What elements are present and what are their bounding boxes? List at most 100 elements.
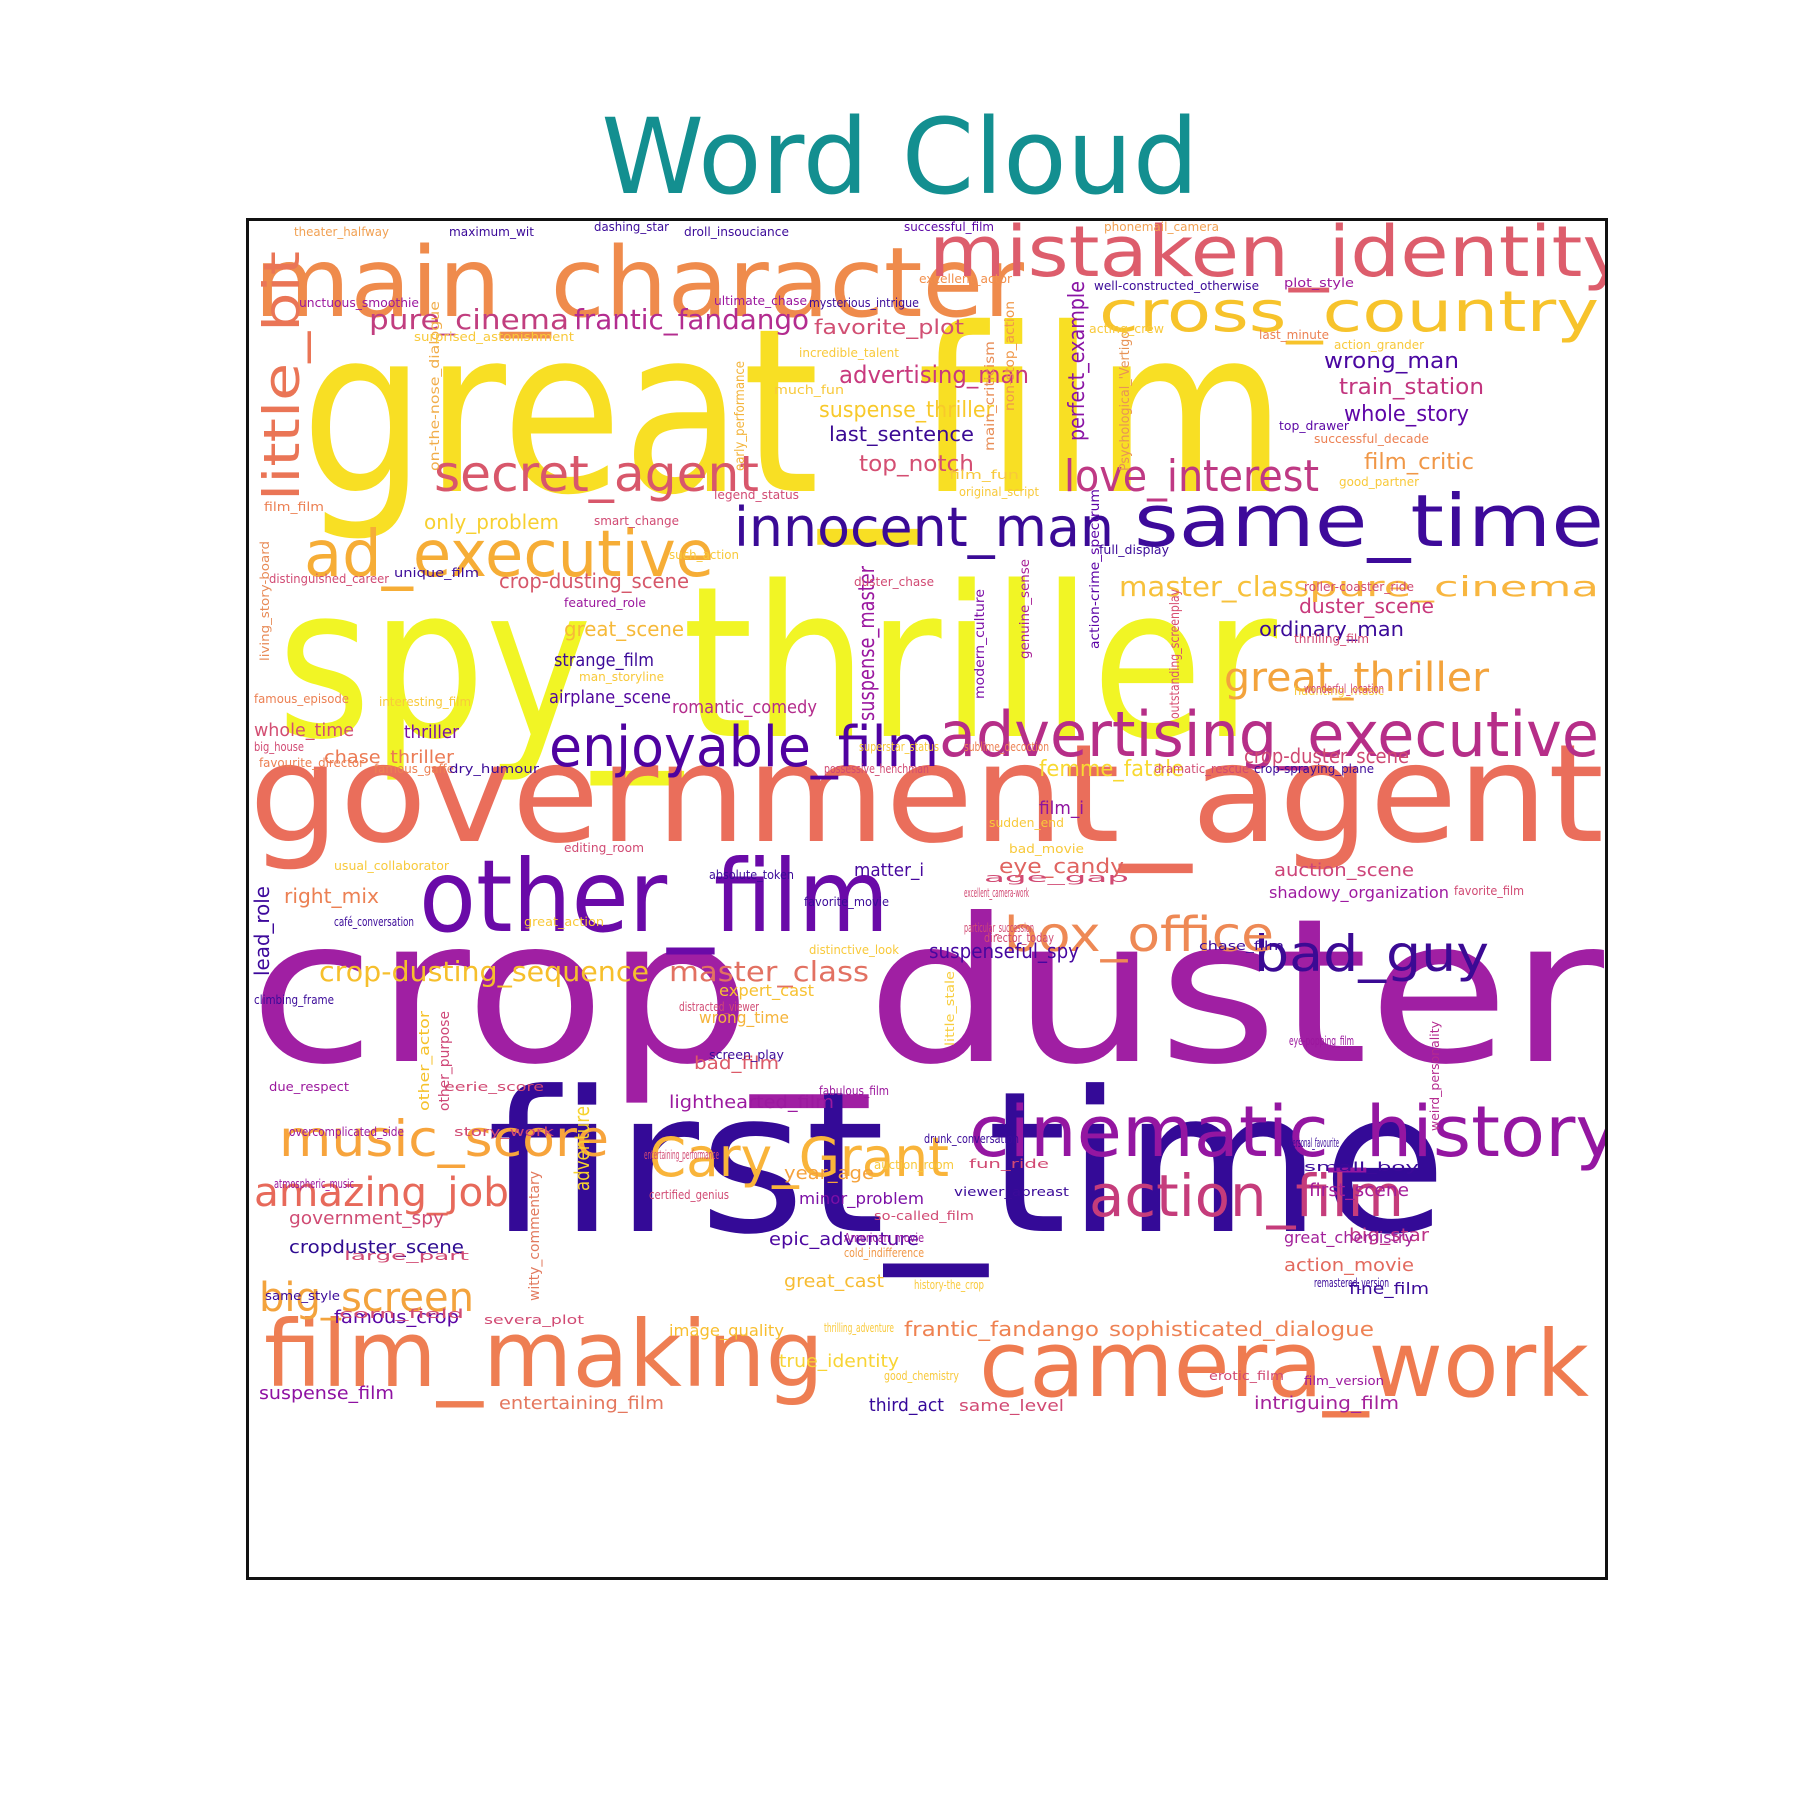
word-famous-gaffe: famous_gaffe <box>374 762 454 776</box>
word-femme-fatale: femme_fatale <box>1039 757 1184 782</box>
word-eerie-score: eerie_score <box>444 1080 544 1094</box>
word-great-thriller: great_thriller <box>1224 655 1490 701</box>
word-first-scene: first_scene <box>1309 1180 1409 1201</box>
word-sublime-decoction: sublime_decoction <box>964 740 1049 754</box>
word-haunting-music: haunting_music <box>1294 684 1384 698</box>
word-usual-collaborator: usual_collaborator <box>334 859 449 873</box>
word-sudden-end: sudden_end <box>989 816 1064 830</box>
word-favourite-director: favourite_director <box>259 756 364 770</box>
word-famous-crop: famous_crop <box>334 1307 459 1328</box>
word-suspense-thriller: suspense_thriller <box>819 398 995 423</box>
word-droll-insouciance: droll_insouciance <box>684 225 789 239</box>
word-unique-film: unique_film <box>394 566 479 580</box>
word-last-minute: last_minute <box>1259 328 1329 342</box>
word-other-film: other_film <box>419 838 889 955</box>
word-government-spy: government_spy <box>289 1208 444 1229</box>
word-fabulous-film: fabulous_film <box>819 1084 889 1098</box>
word-master-class: master_class <box>669 955 869 988</box>
word-crop-spraying-plane: crop-spraying_plane <box>1254 762 1374 776</box>
word-well-constructed-otherwise: well-constructed_otherwise <box>1094 279 1259 293</box>
word-personal-favourite: personal_favourite <box>1289 1136 1339 1150</box>
word-sophisticated-dialogue: sophisticated_dialogue <box>1109 1317 1374 1341</box>
word-fun-ride: fun_ride <box>969 1157 1049 1171</box>
word-distinctive-look: distinctive_look <box>809 943 899 957</box>
word-whole-time: whole_time <box>254 720 354 741</box>
word-famous-episode: famous_episode <box>254 692 349 706</box>
word-frantic-fandango: frantic_fandango <box>904 1317 1099 1341</box>
word-duster-chase: duster_chase <box>854 575 934 589</box>
word-government-agent: government_agent <box>249 716 1604 874</box>
word-man-storyline: man_storyline <box>579 670 664 684</box>
word-cary-grant: Cary_Grant <box>649 1126 949 1189</box>
word-wrong-time: wrong_time <box>699 1008 789 1028</box>
word-crop-dusting-scene: crop-dusting_scene <box>499 569 689 593</box>
word-romantic-comedy: romantic_comedy <box>672 697 817 718</box>
word-shadowy-organization: shadowy_organization <box>1269 883 1449 903</box>
word-crop-duster: crop_duster <box>249 876 1605 1109</box>
word-top-notch: top_notch <box>859 452 974 477</box>
word-surprised-astonishment: surprised_astonishment <box>414 330 574 344</box>
word-bad-film: bad_film <box>694 1053 779 1074</box>
word-ultimate-chase: ultimate_chase <box>714 294 807 308</box>
word-auction-room: auction_room <box>874 1158 954 1172</box>
word-crop-duster-scene: crop-duster_scene <box>1244 744 1409 768</box>
word-particular-succession: particular_succession <box>964 921 1034 935</box>
word-atmospheric-music: atmospheric_music <box>274 1177 354 1191</box>
word-certified-genius: certified_genius <box>649 1188 729 1202</box>
word-master-class: master_class <box>1119 570 1309 603</box>
word-phonemail-camera: phonemail_camera <box>1104 221 1219 234</box>
word-living-story-board: living_story-board <box>258 541 272 661</box>
word-excellent-camera-work: excellent_camera-work <box>964 886 1029 900</box>
word-auction-scene: auction_scene <box>1274 860 1414 881</box>
word-mistaken-identity: mistaken_identity <box>929 221 1605 293</box>
word-great-chemistry: great_chemistry <box>1284 1228 1414 1248</box>
word-action-grander: action_grander <box>1334 338 1424 352</box>
word-film-critic: film_critic <box>1364 450 1474 475</box>
word-cold-indifference: cold_indifference <box>844 1246 924 1260</box>
word-director-today: director_today <box>984 931 1054 945</box>
word-cloud-frame: great_film spy_thriller crop_duster first_t… <box>246 218 1608 1580</box>
word-roller-coaster-ride: roller-coaster_ride <box>1304 580 1414 594</box>
word-whole-story: whole_story <box>1344 402 1469 427</box>
word-successful-decade: successful_decade <box>1314 432 1429 446</box>
word-cropduster-scene: cropduster_scene <box>289 1237 464 1258</box>
word-strange-film: strange_film <box>554 650 654 671</box>
word-advertising-executive: advertising_executive <box>939 698 1599 771</box>
word-bad-movie: bad_movie <box>1009 842 1084 856</box>
word-last-sentence: last_sentence <box>829 422 974 446</box>
word-advertising-man: advertising_man <box>839 361 1029 389</box>
chart-title: Word Cloud <box>601 96 1199 218</box>
word-favorite-movie: favorite_movie <box>804 895 889 909</box>
word-weird-personality: weird_personality <box>1428 1021 1442 1131</box>
word-on-the-nose-dialogue: on-the-nose_dialogue <box>428 301 443 471</box>
word-action-crime-spectrum: action-crime_spectrum <box>1088 489 1103 649</box>
word-american-movie: American_movie <box>844 1231 924 1245</box>
word-top-drawer: top_drawer <box>1279 419 1349 433</box>
word-suspense-film: suspense_film <box>259 1383 394 1404</box>
word-epic-adventure: epic_adventure <box>769 1229 919 1250</box>
word-smart-change: smart_change <box>594 514 679 528</box>
word-adventure: adventure <box>570 1106 594 1191</box>
word-perfect-example: perfect_example <box>1065 281 1090 441</box>
word-pure-cinema: pure_cinema <box>369 303 569 336</box>
word-image-quality: image_quality <box>669 1321 784 1341</box>
word-airplane-scene: airplane_scene <box>549 687 671 708</box>
word-caf-conversation: café_conversation <box>334 915 414 929</box>
word-plot-style: plot_style <box>1284 276 1354 290</box>
word-minor-problem: minor_problem <box>799 1189 924 1209</box>
word-great-cast: great_cast <box>784 1271 884 1292</box>
word-expert-cast: expert_cast <box>719 981 814 1001</box>
word-excellent-actor: excellent_actor <box>919 272 1012 286</box>
word-original-script: original_script <box>959 485 1039 499</box>
word-same-time: same_time <box>1134 479 1604 563</box>
word-train-station: train_station <box>1339 375 1484 400</box>
word-interesting-film: interesting_film <box>379 695 471 709</box>
word-absolute-token: absolute_token <box>709 868 794 882</box>
word-film-making: film_making <box>264 1301 824 1408</box>
word-other-purpose: other_purpose <box>437 1011 453 1111</box>
word-severa-plot: severa_plot <box>484 1313 584 1327</box>
word-theater-halfway: theater_halfway <box>294 225 389 239</box>
word-favorite-plot: favorite_plot <box>814 315 964 339</box>
word-spy-thriller: spy_thriller <box>277 541 1278 786</box>
word-thrilling-adventure: thrilling_adventure <box>824 1321 894 1335</box>
